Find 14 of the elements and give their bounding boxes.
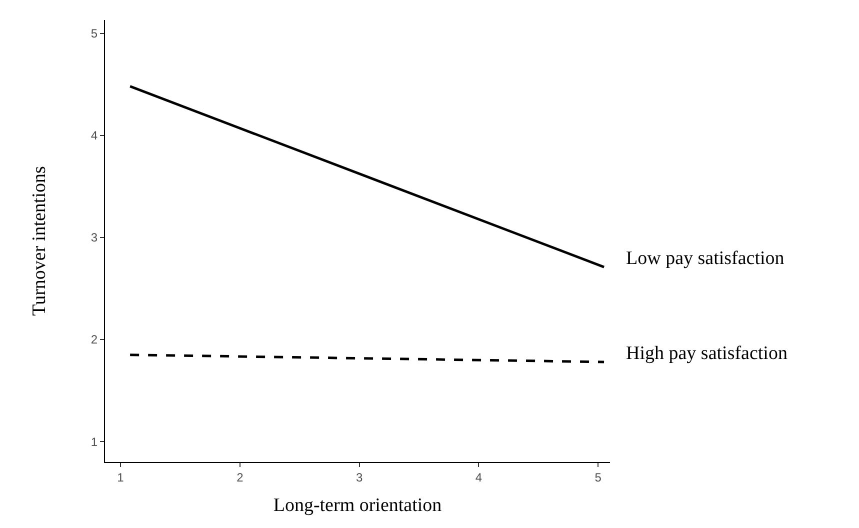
y-tick-label: 2 [90,332,98,347]
y-tick-label: 1 [90,434,98,449]
y-tick-label: 5 [90,26,98,40]
x-axis-title: Long-term orientation [273,495,442,516]
x-tick-label: 2 [236,470,244,484]
x-tick-label: 1 [117,470,124,484]
y-tick-label: 3 [90,230,98,245]
y-tick-label: 4 [90,128,98,143]
x-tick-label: 4 [475,470,482,484]
series-label: Low pay satisfaction [626,248,785,269]
series-label: High pay satisfaction [626,343,788,364]
y-axis-title: Turnover intentions [28,166,50,316]
x-tick-label: 5 [594,470,602,484]
x-tick-label: 3 [356,470,363,484]
